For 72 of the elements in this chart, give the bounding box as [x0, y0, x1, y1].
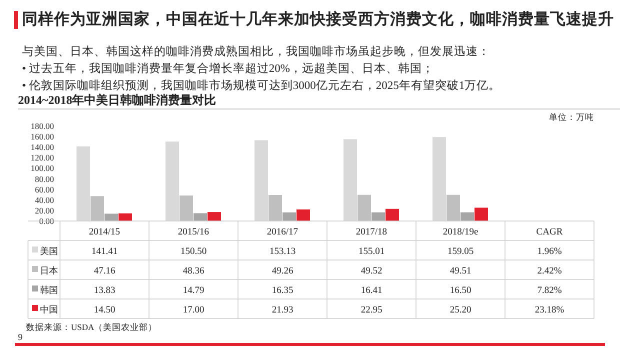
text: • 伦敦国际咖啡组织预测，我国咖啡市场规模可达到3000亿元左右，2025年有望突破1万亿。	[22, 78, 501, 92]
x-tick-label: 2014/15	[88, 228, 120, 238]
text: 7.82%	[537, 286, 562, 296]
text: 同样作为亚洲国家，中国在近十几年来加快接受西方消费文化，咖啡消费量飞速提升	[22, 9, 614, 28]
legend-label: 美国	[40, 246, 58, 256]
text: 23.18%	[534, 306, 564, 316]
data-label: 16.50	[450, 286, 472, 296]
legend-label: 中国	[40, 304, 58, 314]
x-tick-label: CAGR	[536, 228, 564, 238]
data-label: 22.95	[360, 306, 382, 316]
y-tick-label: 80.00	[34, 174, 54, 184]
y-tick-label: 60.00	[34, 184, 54, 194]
data-label: 155.01	[358, 247, 385, 257]
bar	[474, 208, 488, 221]
data-label: 49.52	[360, 266, 382, 276]
text: 2.42%	[537, 266, 562, 276]
y-tick-label: 180.00	[30, 121, 54, 131]
y-tick-label: 120.00	[30, 152, 54, 163]
y-tick-label: 40.00	[34, 194, 54, 205]
y-tick-label: 20.00	[34, 205, 54, 216]
data-label: 17.00	[182, 306, 204, 316]
x-tick-label: 2018/19e	[442, 228, 478, 238]
bar	[254, 140, 268, 221]
data-label: 49.51	[450, 266, 472, 276]
data-label: 13.83	[94, 286, 116, 296]
x-tick-label: 2016/17	[266, 228, 298, 238]
data-label: 159.05	[447, 247, 474, 257]
y-tick-label: 160.00	[30, 132, 54, 142]
text: 与美国、日本、韩国这样的咖啡消费成熟国相比，我国咖啡市场虽起步晚，但发展迅速：	[22, 44, 490, 58]
bar	[460, 212, 474, 221]
bar	[104, 214, 118, 221]
bar	[208, 212, 221, 221]
bar	[76, 146, 90, 221]
y-tick-label: 100.00	[30, 163, 54, 174]
data-label: 153.13	[269, 247, 296, 257]
data-label: 14.79	[182, 286, 204, 296]
bar	[296, 209, 310, 221]
data-label: 141.41	[91, 247, 118, 257]
data-label: 21.93	[272, 306, 294, 316]
bar	[372, 212, 385, 221]
data-label: 48.36	[182, 266, 204, 276]
bar	[268, 195, 282, 221]
bar	[118, 213, 132, 221]
bar	[446, 194, 460, 221]
text: 9	[18, 332, 23, 342]
chart-title: 2014~2018年中美日韩咖啡消费量对比	[18, 93, 216, 107]
text: 1.96%	[537, 247, 562, 257]
bar	[358, 194, 371, 221]
x-tick-label: 2015/16	[178, 228, 210, 238]
source-note: 数据来源：USDA（美国农业部）	[26, 322, 158, 332]
y-tick-label: 0.00	[39, 216, 54, 226]
bar	[432, 137, 446, 221]
y-tick-label: 140.00	[30, 142, 54, 152]
data-label: 47.16	[94, 266, 116, 276]
bar	[90, 196, 104, 221]
text: 单位：万吨	[549, 112, 594, 122]
data-label: 150.50	[180, 247, 207, 257]
legend-label: 韩国	[40, 285, 58, 295]
bar	[180, 195, 193, 221]
bar	[344, 139, 357, 221]
data-label: 25.20	[450, 306, 472, 316]
bar	[282, 212, 296, 221]
bar	[194, 213, 207, 221]
legend-label: 日本	[40, 266, 58, 276]
data-label: 16.35	[272, 286, 294, 296]
data-label: 14.50	[94, 306, 116, 316]
data-label: 49.26	[272, 266, 294, 276]
bar	[386, 208, 399, 221]
x-tick-label: 2017/18	[356, 228, 388, 238]
bar	[166, 142, 179, 221]
data-label: 16.41	[360, 286, 382, 296]
text: • 过去五年，我国咖啡消费量年复合增长率超过20%，远超美国、日本、韩国；	[22, 61, 434, 75]
